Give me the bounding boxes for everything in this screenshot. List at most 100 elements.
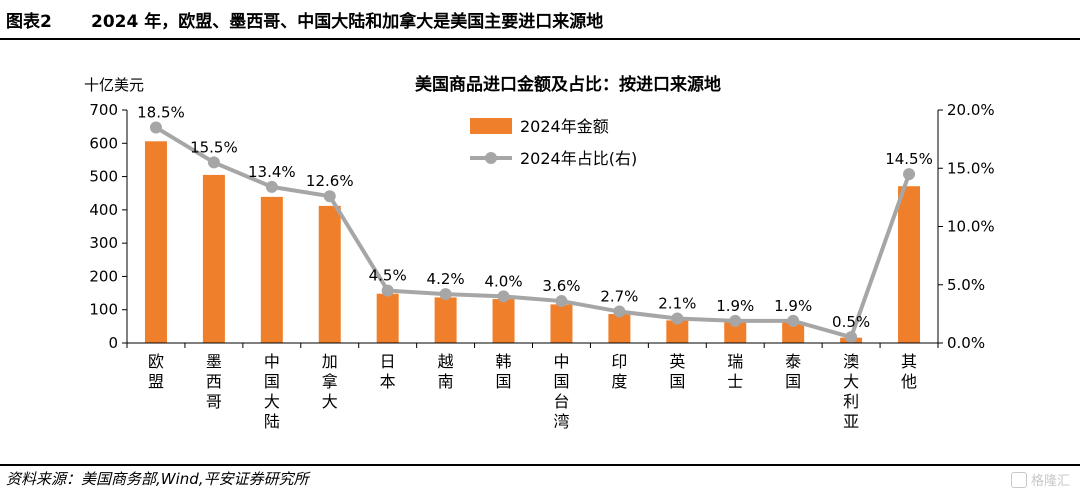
share-point	[903, 168, 916, 181]
bar	[608, 314, 631, 343]
y-tick-label: 500	[89, 168, 118, 186]
category-label: 瑞	[727, 352, 743, 371]
category-label: 国	[264, 372, 280, 391]
bar	[550, 304, 573, 343]
category-label: 澳	[843, 352, 859, 371]
legend-line-label: 2024年占比(右)	[520, 149, 637, 168]
y-tick-label: 300	[89, 234, 118, 252]
bar	[666, 320, 689, 343]
watermark-logo-icon	[1010, 471, 1027, 488]
share-point	[613, 305, 626, 318]
category-label: 中	[264, 352, 280, 371]
bar	[376, 293, 399, 343]
data-label: 4.2%	[427, 270, 465, 288]
data-label: 18.5%	[137, 103, 185, 121]
y-tick-label: 600	[89, 134, 118, 152]
watermark-text: 格隆汇	[1030, 474, 1070, 489]
header-rule	[0, 38, 1080, 40]
category-label: 国	[496, 372, 512, 391]
footer-rule	[0, 464, 1080, 466]
data-label: 4.5%	[369, 267, 407, 285]
data-label: 1.9%	[774, 297, 812, 315]
data-label: 13.4%	[248, 163, 296, 181]
y2-tick-label: 10.0%	[947, 218, 995, 236]
legend-bar-swatch	[470, 118, 512, 134]
share-point	[787, 314, 800, 327]
import-chart: 18.5% 15.5% 13.4% 12.6% 4.5% 4.2% 4.0% 3.6% 2.7%…	[84, 74, 995, 431]
category-label: 加	[322, 352, 338, 371]
category-label: 利	[843, 392, 859, 411]
category-label: 大	[322, 392, 338, 411]
share-line	[154, 125, 911, 340]
category-label: 其	[901, 352, 917, 371]
legend-line-marker	[485, 152, 497, 164]
legend-bar-label: 2024年金额	[520, 117, 609, 136]
bar	[724, 322, 747, 343]
bar	[492, 299, 515, 343]
category-label: 台	[553, 392, 569, 411]
figure-title: 2024 年，欧盟、墨西哥、中国大陆和加拿大是美国主要进口来源地	[91, 11, 604, 32]
figure-header: 图表2 2024 年，欧盟、墨西哥、中国大陆和加拿大是美国主要进口来源地	[0, 0, 1080, 38]
category-label: 墨	[206, 352, 222, 371]
data-label: 15.5%	[190, 138, 238, 156]
category-label: 大	[264, 392, 280, 411]
share-point	[381, 284, 394, 297]
category-label: 泰	[785, 352, 801, 371]
y2-tick-label: 15.0%	[947, 159, 995, 177]
watermark: 格隆汇	[1010, 470, 1070, 489]
share-point	[497, 290, 510, 303]
y-axis-label: 十亿美元	[84, 76, 144, 94]
category-label: 度	[611, 372, 627, 391]
data-label: 14.5%	[885, 150, 933, 168]
data-label: 4.0%	[484, 272, 522, 290]
category-label: 英	[669, 352, 685, 371]
y2-tick-label: 5.0%	[947, 276, 985, 294]
y2-tick-label: 0.0%	[947, 334, 985, 352]
category-label: 国	[669, 372, 685, 391]
share-point	[555, 295, 568, 308]
data-label: 2.1%	[658, 295, 696, 313]
bar	[144, 141, 167, 343]
category-label: 越	[438, 352, 454, 371]
category-label: 大	[843, 372, 859, 391]
data-label: 3.6%	[542, 277, 580, 295]
share-point	[323, 190, 336, 203]
category-label: 日	[380, 352, 396, 371]
share-point	[671, 312, 684, 325]
chart-title: 美国商品进口金额及占比：按进口来源地	[415, 74, 721, 95]
share-point	[149, 121, 162, 134]
data-label: 1.9%	[716, 297, 754, 315]
category-label: 他	[901, 372, 917, 391]
bar	[898, 186, 921, 343]
category-label: 亚	[843, 412, 859, 431]
share-point	[265, 180, 278, 193]
bar	[260, 196, 283, 343]
category-label: 拿	[322, 372, 338, 391]
category-label: 欧	[148, 352, 164, 371]
y-tick-label: 0	[108, 334, 118, 352]
data-label: 0.5%	[832, 313, 870, 331]
share-point	[439, 288, 452, 301]
source-note: 资料来源：美国商务部,Wind,平安证券研究所	[6, 470, 309, 488]
category-label: 士	[727, 372, 743, 391]
figure-number: 图表2	[6, 11, 52, 32]
y-tick-label: 100	[89, 301, 118, 319]
category-label: 盟	[148, 372, 164, 391]
category-label: 韩	[496, 352, 512, 371]
y-tick-label: 700	[89, 101, 118, 119]
category-label: 南	[438, 372, 454, 391]
category-label: 国	[785, 372, 801, 391]
category-label: 本	[380, 372, 396, 391]
bar	[202, 174, 225, 343]
bar	[318, 205, 341, 343]
share-point	[845, 331, 858, 344]
category-label: 西	[206, 372, 222, 391]
bar	[434, 297, 457, 343]
share-point	[729, 314, 742, 327]
category-label: 陆	[264, 412, 280, 431]
y2-tick-label: 20.0%	[947, 101, 995, 119]
y-tick-label: 400	[89, 201, 118, 219]
data-label: 2.7%	[600, 288, 638, 306]
category-label: 湾	[553, 412, 569, 431]
category-label: 哥	[206, 392, 222, 411]
